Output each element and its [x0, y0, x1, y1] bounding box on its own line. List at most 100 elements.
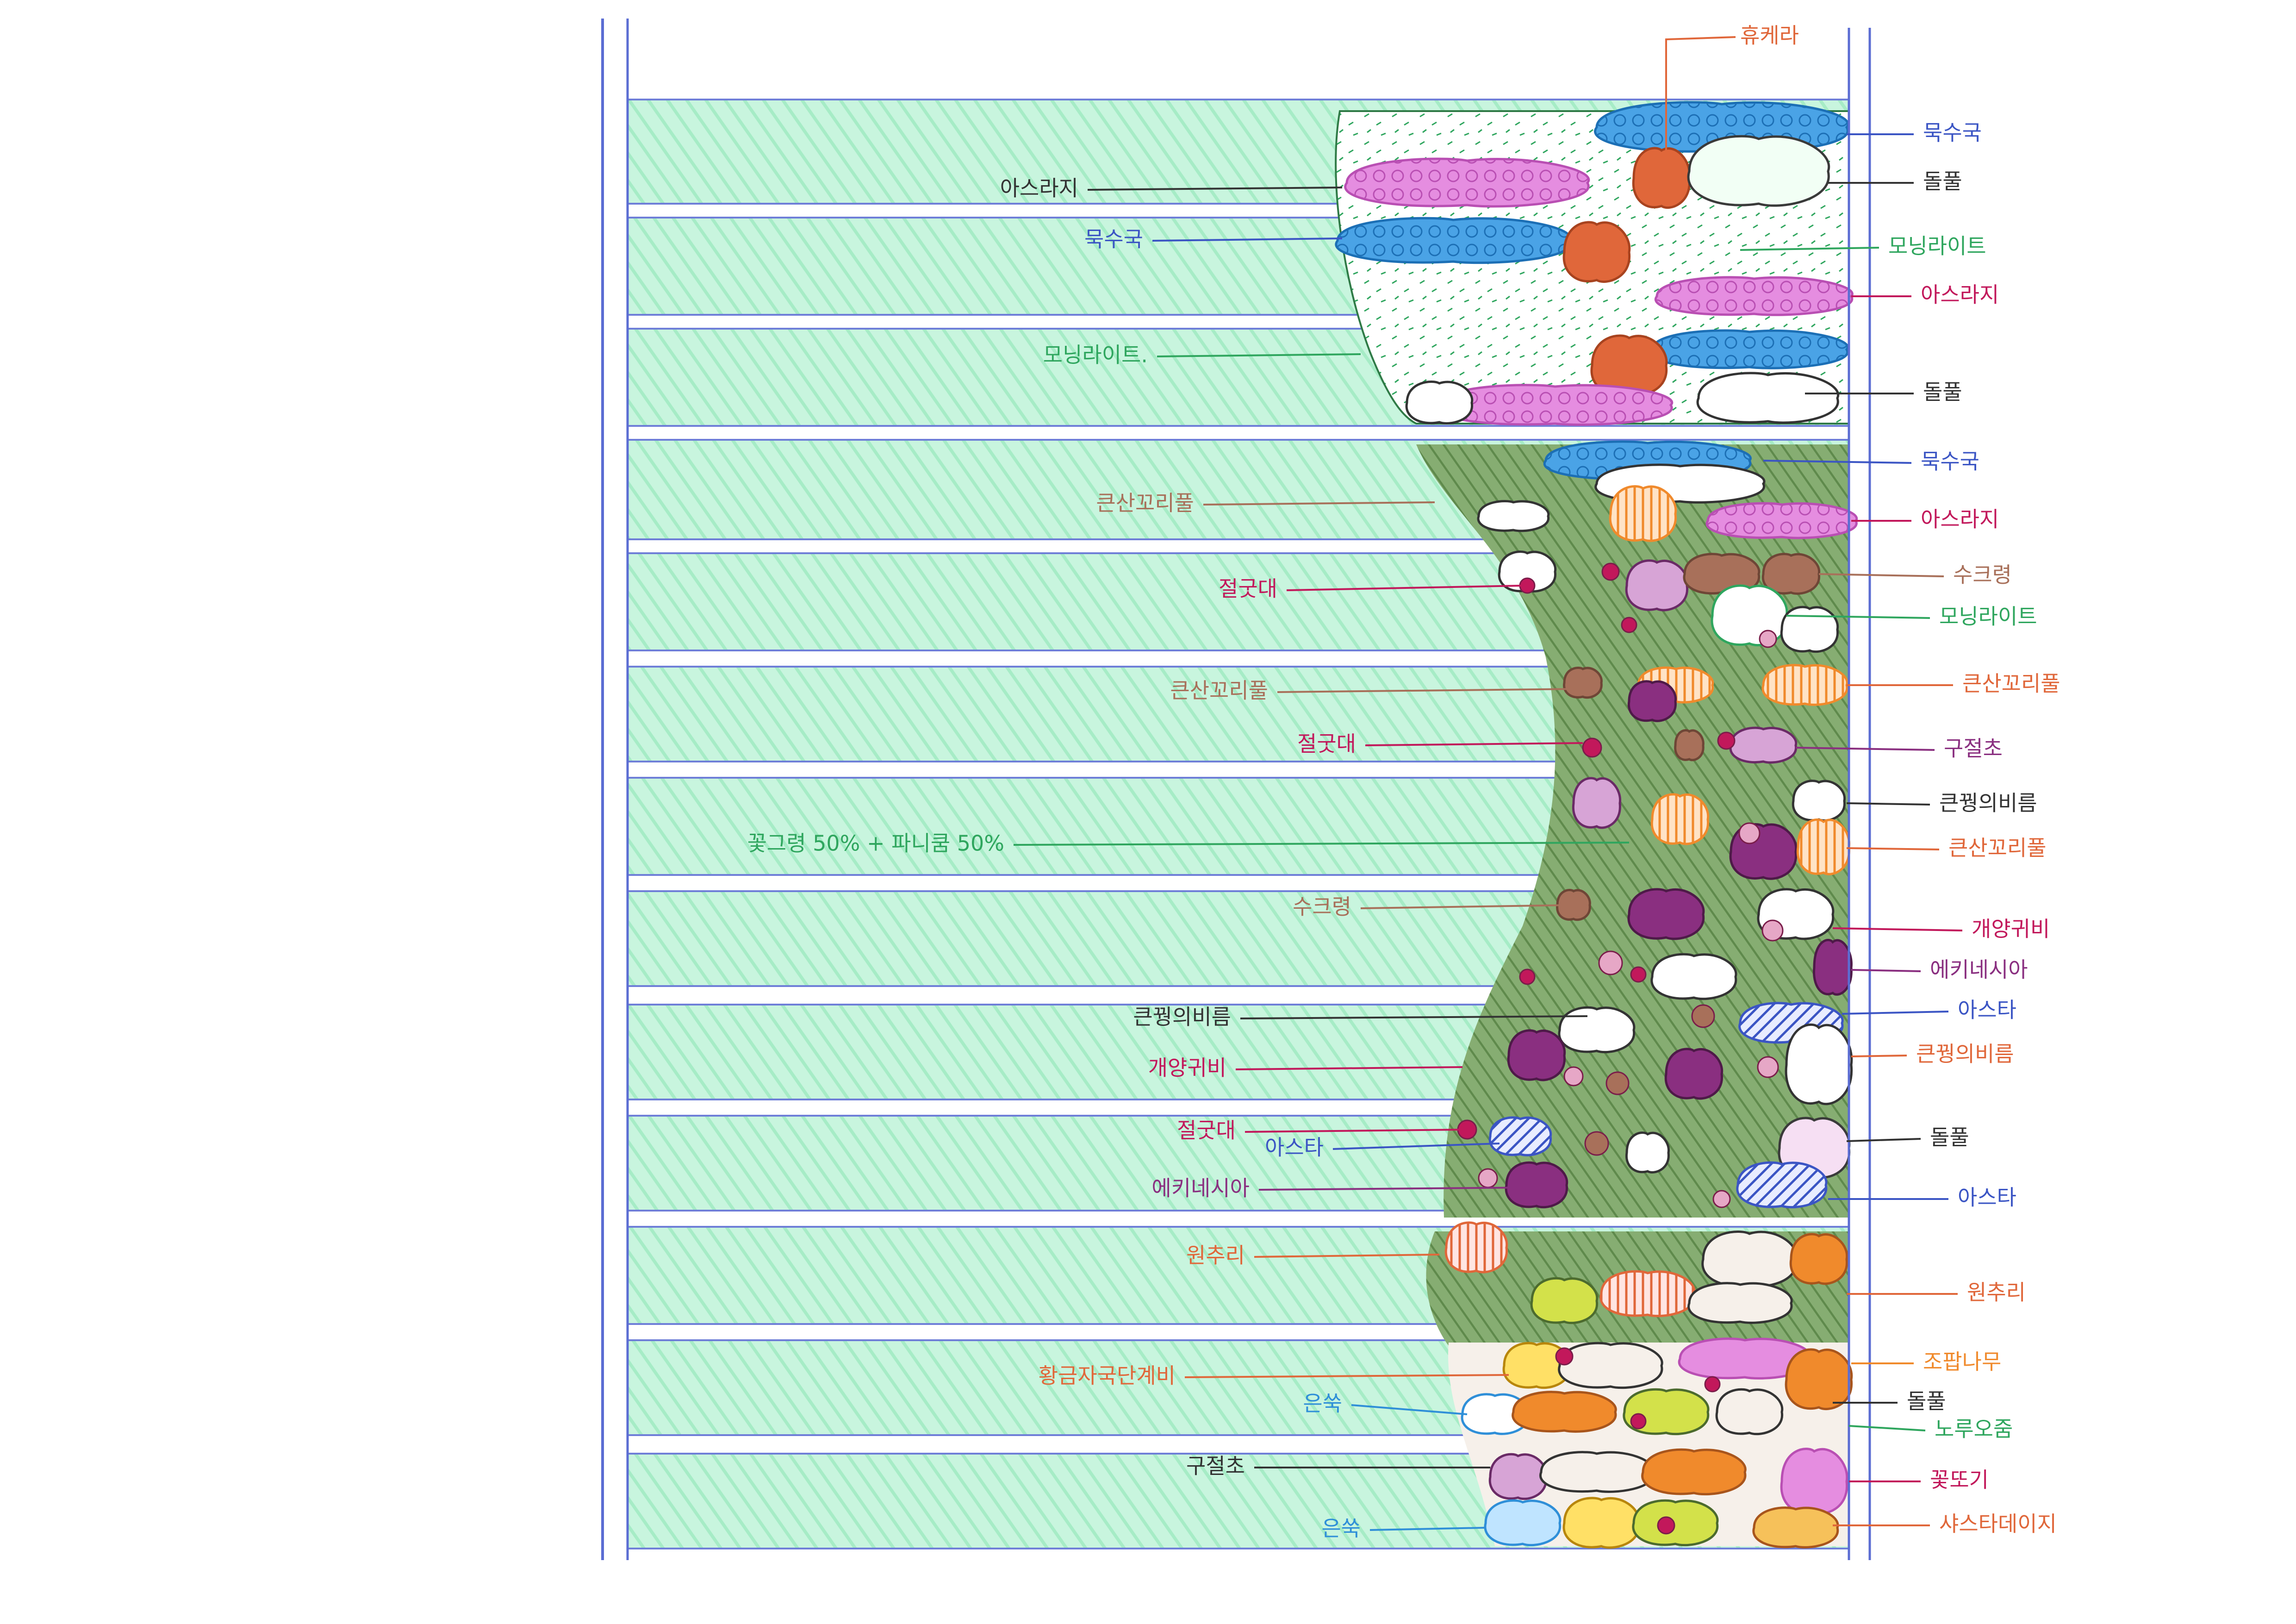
label-echinacea-2: 에키네시아	[1930, 957, 2028, 982]
leader-echinacea-1	[1258, 1187, 1537, 1191]
leader-dolpul-3	[1846, 1138, 1921, 1142]
label-morning-light-3: 모닝라이트	[1939, 604, 2037, 629]
sukreong-cluster	[1761, 553, 1821, 595]
label-norumojum: 노루오줌	[1935, 1417, 2013, 1442]
dolpul-cluster	[1405, 381, 1474, 425]
leader-lines	[1013, 36, 1963, 1531]
aster-cluster	[1736, 1161, 1828, 1209]
echinops-dot	[1630, 966, 1647, 983]
heuchera-cluster	[1562, 221, 1631, 283]
label-mugsugug-1: 묵수국	[1084, 227, 1143, 252]
sukreong-dot	[1605, 1071, 1630, 1095]
leader-golden	[1184, 1374, 1509, 1378]
label-kkottogi: 꽃또기	[1930, 1468, 1989, 1493]
gujeolcho-cluster	[1625, 559, 1689, 612]
leader-jeolgutdae-1	[1286, 585, 1523, 591]
leader-norumojum	[1848, 1425, 1926, 1431]
label-keungeui-1: 큰꿩의비름	[1133, 1005, 1231, 1030]
kkottogi-cluster	[1780, 1448, 1848, 1515]
label-heuchera: 휴케라	[1740, 23, 1799, 48]
heuchera-cluster	[1632, 147, 1691, 209]
sedum-cluster	[1558, 1006, 1636, 1054]
sukreong-cluster	[1674, 729, 1705, 762]
label-gaeyang-2: 개양귀비	[1972, 917, 2050, 942]
label-keunsan-4: 큰산꼬리풀	[1948, 836, 2047, 861]
sedum-cluster	[1780, 606, 1839, 653]
label-wonchuri-1: 원추리	[1186, 1243, 1245, 1268]
sedum-cluster	[1625, 1131, 1670, 1174]
leader-morning-light-2	[1740, 247, 1879, 251]
leader-gaeyang-1	[1235, 1066, 1463, 1070]
leader-jeolgutdae-2	[1365, 742, 1583, 746]
leader-gujeolcho-2	[1795, 747, 1935, 751]
leader-asragi-1	[1087, 187, 1343, 191]
label-morning-light-1: 모닝라이트.	[1043, 343, 1148, 368]
jomap-cluster	[1785, 1348, 1853, 1410]
dolpul-cluster	[1687, 135, 1830, 207]
label-dolpul-2: 돌풀	[1923, 380, 1962, 405]
label-gujeolcho-1: 구절초	[1186, 1454, 1245, 1479]
echinops-dot	[1582, 737, 1602, 758]
leader-keungeui-2	[1846, 802, 1930, 806]
poppy-dot	[1712, 1190, 1731, 1208]
dolpul-cluster	[1701, 1230, 1798, 1287]
leader-keunsan-1	[1203, 501, 1435, 506]
label-keunsan-1: 큰산꼬리풀	[1096, 491, 1194, 516]
label-jeolgutdae-3: 절굿대	[1177, 1118, 1236, 1143]
label-aster-1: 아스타	[1265, 1135, 1324, 1160]
asragi-cluster	[1437, 384, 1674, 426]
eunssuk-cluster	[1484, 1499, 1562, 1547]
sukreong-dot	[1584, 1131, 1609, 1156]
sukreong-cluster	[1683, 553, 1761, 595]
label-mugsugug-2: 묵수국	[1923, 120, 1982, 145]
dolpul-cluster	[1539, 1451, 1654, 1493]
label-sukreong-1: 수크령	[1293, 894, 1351, 919]
leader-aster-1	[1332, 1143, 1500, 1150]
label-mugsugug-3: 묵수국	[1921, 449, 1979, 474]
leader-keunsan-2	[1277, 688, 1583, 693]
leader-mix	[1013, 842, 1630, 846]
asragi-cluster	[1655, 276, 1854, 316]
keunsan-cluster	[1761, 664, 1848, 706]
label-asragi-1: 아스라지	[1000, 176, 1078, 201]
echinops-dot	[1630, 1413, 1647, 1430]
echinops-dot	[1621, 617, 1637, 633]
label-dolpul-1: 돌풀	[1923, 169, 1962, 194]
label-gaeyang-1: 개양귀비	[1148, 1056, 1226, 1081]
jomap-cluster	[1641, 1448, 1747, 1496]
sedum-cluster	[1498, 550, 1557, 593]
keunsan-cluster	[1796, 818, 1851, 875]
leader-keungeui-1	[1240, 1015, 1588, 1019]
leader-gaeyang-2	[1832, 927, 1963, 931]
echinacea-cluster	[1627, 888, 1705, 940]
label-dolpul-4: 돌풀	[1907, 1389, 1946, 1414]
leader-heuchera	[1665, 36, 1736, 167]
label-aster-3: 아스타	[1958, 1185, 2016, 1210]
poppy-dot	[1563, 1066, 1584, 1087]
label-jeolgutdae-1: 절굿대	[1219, 576, 1277, 601]
golden-cluster	[1562, 1497, 1640, 1549]
wonchuri-cluster	[1444, 1221, 1508, 1274]
dolpul-cluster	[1558, 1342, 1663, 1389]
leader-mugsugug-1	[1152, 237, 1343, 242]
poppy-dot	[1738, 822, 1761, 844]
label-jeolgutdae-2: 절굿대	[1297, 731, 1356, 756]
echinacea-cluster	[1664, 1048, 1724, 1100]
right-labels: 휴케라묵수국돌풀모닝라이트아스라지돌풀묵수국아스라지수크령모닝라이트큰산꼬리풀구…	[1740, 23, 2060, 1537]
label-sukreong-2: 수크령	[1953, 562, 2012, 587]
label-keunsan-2: 큰산꼬리풀	[1170, 678, 1268, 703]
label-keungeui-2: 큰꿩의비름	[1939, 791, 2037, 816]
poppy-dot	[1478, 1168, 1498, 1188]
keunsan-cluster	[1650, 793, 1710, 845]
label-dolpul-3: 돌풀	[1930, 1125, 1969, 1150]
leader-sukreong-2	[1818, 573, 1944, 577]
dolpul-cluster	[1715, 1388, 1784, 1436]
norumojum-cluster	[1530, 1277, 1599, 1324]
echinacea-cluster	[1813, 938, 1853, 996]
poppy-dot	[1759, 630, 1777, 648]
asragi-cluster	[1344, 157, 1590, 208]
label-asragi-3: 아스라지	[1921, 507, 1999, 532]
dolpul-cluster	[1477, 500, 1550, 532]
